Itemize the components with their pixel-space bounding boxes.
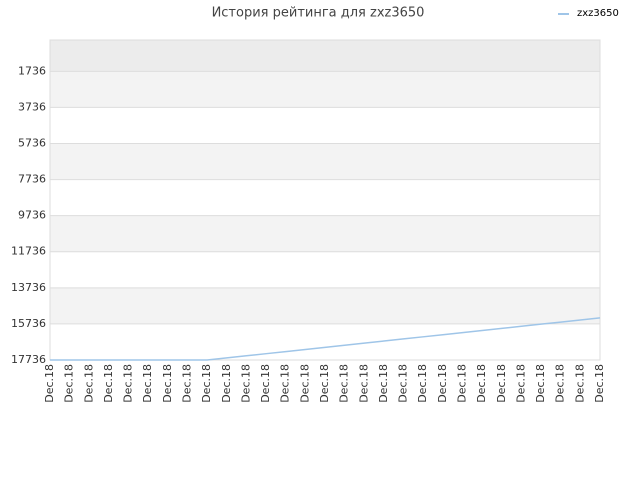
- x-tick-label: Dec.18: [298, 364, 311, 403]
- x-tick-label: Dec.18: [279, 364, 292, 403]
- band: [50, 71, 600, 108]
- x-tick-label: Dec.18: [573, 364, 586, 403]
- x-tick-label: Dec.18: [259, 364, 272, 403]
- chart-title: История рейтинга для zxz3650: [212, 6, 425, 21]
- x-tick-label: Dec.18: [475, 364, 488, 403]
- x-tick-label: Dec.18: [220, 364, 233, 403]
- x-tick-label: Dec.18: [200, 364, 213, 403]
- y-tick-label: 3736: [18, 100, 46, 113]
- band: [50, 40, 600, 72]
- band: [50, 179, 600, 216]
- x-tick-label: Dec.18: [397, 364, 410, 403]
- x-tick-label: Dec.18: [357, 364, 370, 403]
- x-tick-label: Dec.18: [102, 364, 115, 403]
- x-tick-label: Dec.18: [554, 364, 567, 403]
- y-tick-label: 5736: [18, 136, 46, 149]
- legend-label: zxz3650: [577, 8, 619, 19]
- band: [50, 215, 600, 252]
- x-tick-label: Dec.18: [436, 364, 449, 403]
- y-tick-label: 11736: [11, 245, 46, 258]
- y-tick-label: 1736: [18, 64, 46, 77]
- band: [50, 287, 600, 324]
- x-tick-label: Dec.18: [122, 364, 135, 403]
- band: [50, 251, 600, 288]
- line: [50, 317, 601, 361]
- band: [50, 107, 600, 144]
- x-tick-label: Dec.18: [514, 364, 527, 403]
- x-tick-label: Dec.18: [377, 364, 390, 403]
- x-tick-label: Dec.18: [43, 364, 56, 403]
- x-tick-label: Dec.18: [534, 364, 547, 403]
- x-tick-label: Dec.18: [416, 364, 429, 403]
- x-tick-label: Dec.18: [338, 364, 351, 403]
- x-tick-label: Dec.18: [495, 364, 508, 403]
- y-tick-label: 15736: [11, 317, 46, 330]
- x-tick-label: Dec.18: [161, 364, 174, 403]
- x-tick-label: Dec.18: [593, 364, 606, 403]
- x-tick-label: Dec.18: [63, 364, 76, 403]
- y-tick-label: 17736: [11, 353, 46, 366]
- x-tick-label: Dec.18: [318, 364, 331, 403]
- x-tick-label: Dec.18: [456, 364, 469, 403]
- x-tick-label: Dec.18: [239, 364, 252, 403]
- band: [50, 143, 600, 180]
- y-tick-label: 9736: [18, 209, 46, 222]
- y-tick-label: 13736: [11, 281, 46, 294]
- x-tick-label: Dec.18: [141, 364, 154, 403]
- x-tick-label: Dec.18: [82, 364, 95, 403]
- band: [50, 323, 600, 360]
- y-tick-label: 7736: [18, 173, 46, 186]
- x-tick-label: Dec.18: [181, 364, 194, 403]
